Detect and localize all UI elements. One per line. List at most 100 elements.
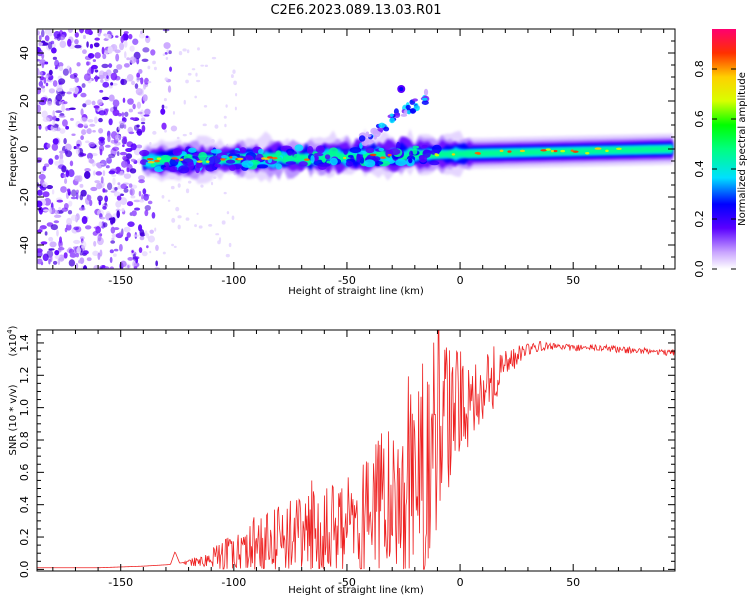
noise-blob — [112, 253, 117, 257]
noise-blob — [101, 265, 106, 269]
colorbar: 0.0 0.2 0.4 0.6 0.8 Normalized spectral ampl… — [693, 29, 748, 278]
noise-dot — [152, 60, 156, 65]
noise-blob — [101, 63, 109, 69]
band-blob — [310, 155, 315, 164]
noise-blob — [147, 235, 156, 243]
noise-blob — [138, 175, 145, 181]
noise-dot — [221, 220, 226, 225]
noise-dot — [176, 136, 180, 140]
noise-blob — [114, 49, 121, 54]
noise-blob — [58, 82, 62, 85]
band-hotspot — [387, 153, 392, 157]
noise-blob — [150, 49, 156, 56]
band-blob — [419, 155, 428, 163]
snr-scale-close: ) — [8, 325, 19, 329]
band-blob — [345, 160, 354, 167]
noise-dot — [204, 64, 209, 67]
snr-ytick-label: 1.0 — [18, 399, 31, 417]
noise-blob — [58, 114, 66, 118]
noise-dot — [187, 72, 192, 76]
noise-blob — [116, 64, 123, 70]
noise-blob — [138, 69, 143, 74]
noise-blob — [79, 183, 84, 188]
noise-dot — [164, 77, 169, 81]
noise-blob — [37, 248, 43, 253]
noise-blob — [38, 41, 42, 47]
noise-blob — [44, 61, 49, 65]
noise-dot — [235, 92, 238, 97]
noise-blob — [149, 229, 154, 234]
streak-blob — [358, 135, 366, 142]
noise-blob — [93, 264, 100, 269]
noise-blob — [112, 177, 116, 186]
noise-blob — [120, 35, 125, 43]
band-blob — [241, 160, 254, 168]
noise-dot — [211, 56, 217, 60]
noise-blob — [135, 77, 141, 82]
noise-blob — [133, 207, 141, 211]
noise-dot — [164, 106, 168, 109]
noise-blob — [88, 142, 96, 147]
noise-blob — [54, 59, 60, 68]
noise-blob — [69, 160, 74, 167]
noise-blob — [98, 136, 106, 142]
noise-dot — [172, 110, 176, 115]
noise-blob — [151, 212, 156, 219]
noise-blob — [52, 138, 59, 145]
noise-blob — [70, 117, 74, 121]
noise-dot — [185, 79, 189, 84]
noise-blob — [109, 249, 114, 254]
noise-blob — [118, 231, 124, 236]
band-blob — [255, 153, 264, 162]
noise-dot — [182, 133, 187, 137]
snr-ticks: -150 -100 -50 0 50 0.0 0.2 0.4 0.6 0.8 1.0 1.2 1.4 — [18, 330, 675, 589]
noise-blob — [52, 56, 58, 60]
noise-blob — [122, 144, 125, 148]
band-blob — [306, 146, 314, 155]
noise-blob — [48, 158, 54, 165]
band-hotspot — [220, 158, 226, 161]
spec-ytick-label: 40 — [18, 46, 31, 60]
noise-blob — [104, 33, 112, 40]
snr-ytick-label: 1.4 — [18, 334, 31, 352]
noise-blob — [108, 153, 116, 159]
noise-blob — [58, 101, 62, 105]
band-blob — [178, 165, 190, 174]
band-blob — [150, 163, 156, 168]
noise-blob — [117, 126, 121, 131]
noise-dot — [152, 130, 157, 135]
noise-dot — [147, 65, 151, 70]
spec-xtick-label: 0 — [457, 274, 464, 287]
noise-blob — [61, 119, 68, 127]
noise-blob — [138, 247, 143, 253]
noise-blob — [123, 188, 129, 193]
noise-blob — [59, 152, 64, 160]
band-blob — [412, 145, 419, 149]
noise-blob — [102, 71, 108, 77]
noise-blob — [93, 42, 100, 48]
noise-blob — [88, 158, 95, 164]
noise-blob — [123, 124, 127, 129]
noise-blob — [86, 41, 89, 48]
noise-blob — [136, 101, 142, 109]
noise-dot — [177, 224, 181, 230]
noise-blob — [54, 154, 59, 160]
noise-dot — [173, 245, 177, 248]
noise-blob — [108, 94, 115, 102]
noise-blob — [55, 94, 63, 102]
noise-blob — [56, 199, 64, 203]
noise-blob — [102, 53, 107, 60]
noise-blob — [120, 183, 127, 189]
noise-blob — [52, 80, 58, 87]
noise-blob — [77, 259, 82, 264]
noise-blob — [170, 185, 175, 190]
streak-blob — [389, 113, 394, 117]
band-hotspot — [156, 157, 162, 160]
noise-blob — [81, 83, 86, 88]
noise-blob — [100, 216, 106, 220]
noise-blob — [132, 38, 139, 45]
noise-blob — [126, 232, 131, 238]
noise-blob — [89, 199, 93, 206]
noise-blob — [131, 80, 136, 86]
band-blob — [388, 148, 401, 156]
